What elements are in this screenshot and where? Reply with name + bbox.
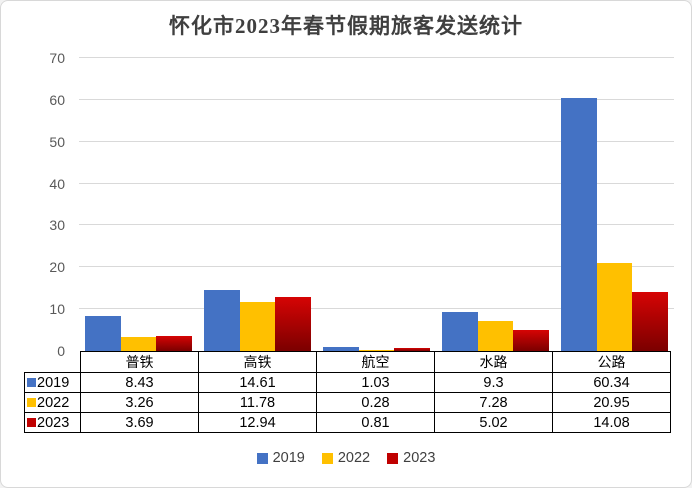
- y-axis: 0 10 20 30 40 50 60 70: [1, 50, 73, 359]
- bar-2022-公路[interactable]: [596, 263, 633, 351]
- table-value-2019-高铁: 14.61: [198, 372, 317, 393]
- legend-swatch-icon: [256, 452, 268, 464]
- table-value-2019-航空: 1.03: [316, 372, 435, 393]
- table-corner-cell: [25, 352, 81, 373]
- table-value-2023-水路: 5.02: [434, 412, 553, 433]
- series-key-swatch-icon: [27, 417, 36, 427]
- bar-2022-高铁[interactable]: [239, 301, 276, 351]
- bar-group-高铁: [198, 58, 317, 351]
- table-value-2022-高铁: 11.78: [198, 392, 317, 413]
- legend: 2019 2022 2023: [1, 450, 691, 466]
- table-value-2023-航空: 0.81: [316, 412, 435, 433]
- gridline: [79, 308, 674, 310]
- table-row-label: 2019: [24, 372, 81, 393]
- bar-2019-公路[interactable]: [561, 98, 597, 351]
- bar-2023-水路[interactable]: [513, 330, 549, 351]
- data-table: 普铁 高铁 航空 水路 公路 2019 8.43 14.61 1.03 9.3 60.34 2022 3…: [24, 351, 671, 433]
- table-row-2022: 2022 3.26 11.78 0.28 7.28 20.95: [24, 392, 671, 413]
- bar-groups: [79, 58, 674, 351]
- table-row-label: 2023: [24, 412, 81, 433]
- table-value-2023-普铁: 3.69: [80, 412, 199, 433]
- bar-2022-航空[interactable]: [358, 349, 395, 351]
- bar-group-水路: [436, 58, 555, 351]
- bar-2022-普铁[interactable]: [120, 337, 157, 351]
- table-value-2022-普铁: 3.26: [80, 392, 199, 413]
- bar-group-普铁: [79, 58, 198, 351]
- table-row-2023: 2023 3.69 12.94 0.81 5.02 14.08: [24, 412, 671, 433]
- bar-2022-水路[interactable]: [477, 320, 514, 351]
- series-key-swatch-icon: [27, 397, 36, 407]
- bar-2023-普铁[interactable]: [156, 335, 192, 351]
- y-axis-tick-label: 50: [49, 133, 65, 150]
- table-row-2019: 2019 8.43 14.61 1.03 9.3 60.34: [24, 372, 671, 393]
- y-axis-tick-label: 30: [49, 217, 65, 234]
- gridline: [79, 57, 674, 58]
- table-value-2022-公路: 20.95: [552, 392, 671, 413]
- y-axis-tick-label: 60: [49, 91, 65, 108]
- table-category-header: 水路: [434, 351, 553, 373]
- gridline: [79, 224, 674, 226]
- table-value-2019-普铁: 8.43: [80, 372, 199, 393]
- plot-area: [79, 57, 674, 351]
- y-axis-tick-label: 0: [57, 343, 65, 359]
- table-value-2022-航空: 0.28: [316, 392, 435, 413]
- y-axis-tick-label: 70: [49, 50, 65, 66]
- bar-2019-水路[interactable]: [442, 312, 478, 351]
- y-axis-tick-label: 10: [49, 301, 65, 318]
- legend-label: 2019: [272, 450, 305, 466]
- bar-2023-公路[interactable]: [632, 292, 668, 351]
- gridline: [79, 182, 674, 184]
- bar-group-航空: [317, 58, 436, 351]
- y-axis-tick-label: 40: [49, 175, 65, 192]
- table-category-header: 普铁: [80, 351, 199, 373]
- y-axis-tick-label: 20: [49, 259, 65, 276]
- table-category-header: 高铁: [198, 351, 317, 373]
- legend-swatch-icon: [387, 452, 399, 464]
- table-value-2019-公路: 60.34: [552, 372, 671, 393]
- legend-item-2023[interactable]: 2023: [387, 450, 435, 466]
- legend-label: 2023: [403, 450, 436, 466]
- legend-item-2019[interactable]: 2019: [256, 450, 305, 466]
- table-value-2019-水路: 9.3: [434, 372, 553, 393]
- table-value-2023-高铁: 12.94: [198, 412, 317, 433]
- gridline: [79, 140, 674, 142]
- table-category-header: 航空: [316, 351, 435, 373]
- table-category-header: 公路: [552, 351, 671, 373]
- gridline: [79, 266, 674, 268]
- legend-label: 2022: [337, 450, 371, 466]
- table-value-2023-公路: 14.08: [552, 412, 671, 433]
- bar-group-公路: [555, 58, 674, 351]
- table-value-2022-水路: 7.28: [434, 392, 553, 413]
- series-key-swatch-icon: [27, 377, 36, 387]
- bar-2019-航空[interactable]: [323, 346, 359, 351]
- legend-item-2022[interactable]: 2022: [321, 450, 371, 466]
- legend-swatch-icon: [321, 452, 333, 464]
- bar-2019-高铁[interactable]: [204, 289, 240, 351]
- bar-2023-航空[interactable]: [394, 347, 430, 351]
- bar-2019-普铁[interactable]: [85, 315, 121, 351]
- bar-2023-高铁[interactable]: [275, 296, 311, 351]
- chart-title: 怀化市2023年春节假期旅客发送统计: [169, 14, 523, 38]
- gridline: [79, 98, 674, 100]
- table-row-label: 2022: [24, 392, 81, 413]
